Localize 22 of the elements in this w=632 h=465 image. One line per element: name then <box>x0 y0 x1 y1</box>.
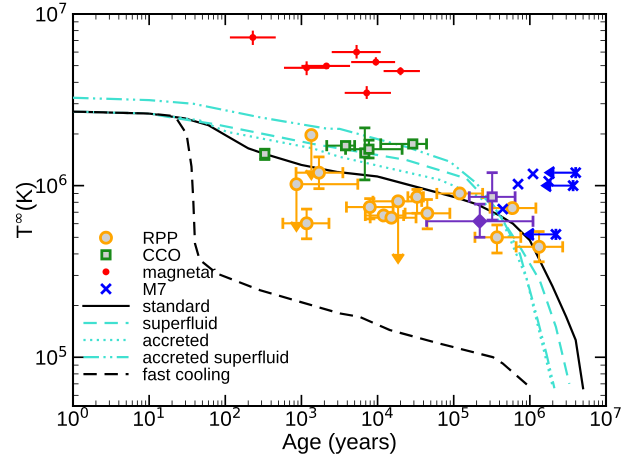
y-tick-label: 10$^{6}$ <box>36 174 67 194</box>
x-axis-title: Age (years) <box>282 433 396 454</box>
y-tick-label: 10$^{7}$ <box>36 2 66 22</box>
x-tick-label: 10$^{4}$ <box>362 407 393 426</box>
y-axis-title: T$^{∞}$(K) <box>16 182 37 238</box>
legend-label: accreted superfluid <box>143 350 288 367</box>
legend-label: standard <box>142 299 209 312</box>
legend-label: accreted <box>143 334 208 346</box>
x-tick-label: 10$^{0}$ <box>58 407 88 426</box>
x-tick-label: 10$^{2}$ <box>210 407 240 426</box>
legend-label: superfluid <box>142 316 217 333</box>
legend-label: M7 <box>144 283 166 295</box>
legend-label: RPP <box>144 232 178 244</box>
x-tick-label: 10$^{6}$ <box>514 407 545 426</box>
x-tick-label: 10$^{1}$ <box>134 407 164 426</box>
x-tick-label: 10$^{5}$ <box>438 407 468 426</box>
x-tick-label: 10$^{3}$ <box>286 407 316 426</box>
y-tick-label: 10$^{5}$ <box>36 346 66 365</box>
legend-label: fast cooling <box>142 368 230 384</box>
legend-label: magnetar <box>144 266 216 282</box>
legend-label: CCO <box>143 248 180 262</box>
x-tick-label: 10$^{7}$ <box>590 407 621 426</box>
